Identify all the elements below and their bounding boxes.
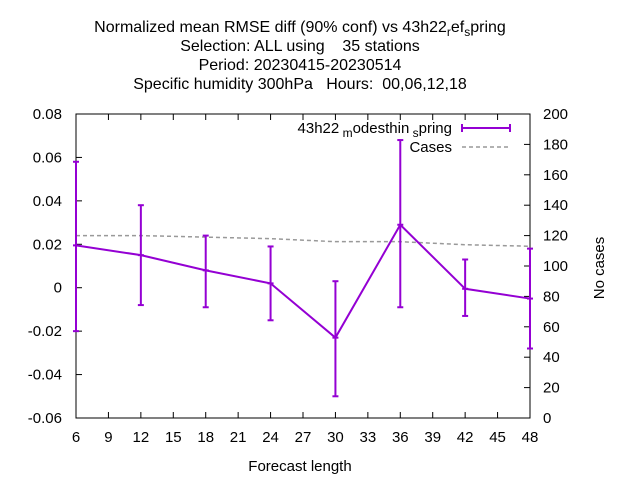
y2-axis-label: No cases (591, 237, 608, 300)
title-line-1-ef: ef (451, 19, 465, 36)
legend-label-sub-s: s (409, 126, 418, 140)
title-line-1-sub-r: r (447, 25, 451, 39)
x-tick-label: 45 (489, 429, 506, 446)
cases-series-line (76, 234, 531, 247)
x-tick-label: 36 (392, 429, 409, 446)
y2-tick-label: 20 (543, 380, 560, 397)
legend-label-main-series: 43h22 modesthin spring (298, 120, 452, 140)
legend-label-cases: Cases (409, 139, 452, 156)
y2-tick-label: 140 (543, 197, 568, 214)
y2-tick-label: 120 (543, 228, 568, 245)
legend-label-part-a: 43h22 (298, 120, 340, 137)
title-line-1-pring: pring (470, 19, 506, 36)
title-line-4: Specific humidity 300hPa Hours: 00,06,12… (133, 76, 467, 93)
legend-sample-main-series (461, 124, 511, 132)
x-tick-label: 12 (133, 429, 150, 446)
x-axis: 6 9 12 15 18 21 24 27 30 33 36 39 42 45 48 (72, 114, 539, 446)
y2-tick-label: 40 (543, 349, 560, 366)
x-tick-label: 39 (424, 429, 441, 446)
main-series-line (75, 223, 531, 340)
y-axis-right: 0 20 40 60 80 100 120 140 160 180 200 (524, 106, 568, 427)
legend-label-pring: pring (419, 120, 452, 137)
y2-tick-label: 100 (543, 258, 568, 275)
chart-title: Normalized mean RMSE diff (90% conf) vs … (94, 19, 506, 93)
y2-tick-label: 60 (543, 319, 560, 336)
y2-tick-label: 160 (543, 167, 568, 184)
x-tick-label: 18 (197, 429, 214, 446)
y2-tick-label: 180 (543, 136, 568, 153)
x-tick-label: 15 (165, 429, 182, 446)
x-tick-label: 33 (360, 429, 377, 446)
plot-frame (75, 113, 531, 419)
series-layer (73, 139, 533, 398)
title-line-1-part-a: Normalized mean RMSE diff (90% conf) vs … (94, 19, 447, 36)
title-line-2: Selection: ALL using 35 stations (180, 38, 420, 55)
x-tick-label: 24 (262, 429, 279, 446)
y-axis-left: -0.06 -0.04 -0.02 0 0.02 0.04 0.06 0.08 (28, 106, 82, 427)
y-tick-label: -0.02 (28, 323, 62, 340)
title-line-1-sub-s: s (464, 25, 470, 39)
y-tick-label: 0.08 (33, 106, 62, 123)
y-tick-label: 0 (54, 280, 62, 297)
legend-label-sub-m: m (339, 126, 352, 140)
x-tick-label: 48 (522, 429, 539, 446)
y2-tick-label: 80 (543, 288, 560, 305)
y-tick-label: -0.06 (28, 410, 62, 427)
legend: 43h22 modesthin spring Cases (298, 120, 511, 156)
x-tick-label: 6 (72, 429, 80, 446)
x-tick-label: 21 (230, 429, 247, 446)
x-tick-label: 30 (327, 429, 344, 446)
title-line-3: Period: 20230415-20230514 (199, 57, 402, 74)
x-axis-label: Forecast length (248, 458, 351, 475)
x-tick-label: 9 (104, 429, 112, 446)
title-line-1: Normalized mean RMSE diff (90% conf) vs … (94, 19, 506, 39)
y-tick-label: 0.02 (33, 236, 62, 253)
y-tick-label: -0.04 (28, 367, 62, 384)
x-tick-label: 42 (457, 429, 474, 446)
y-tick-label: 0.06 (33, 149, 62, 166)
y2-tick-label: 0 (543, 410, 551, 427)
x-tick-label: 27 (295, 429, 312, 446)
y2-tick-label: 200 (543, 106, 568, 123)
y-tick-label: 0.04 (33, 193, 62, 210)
legend-label-odesthin: odesthin (353, 120, 410, 137)
